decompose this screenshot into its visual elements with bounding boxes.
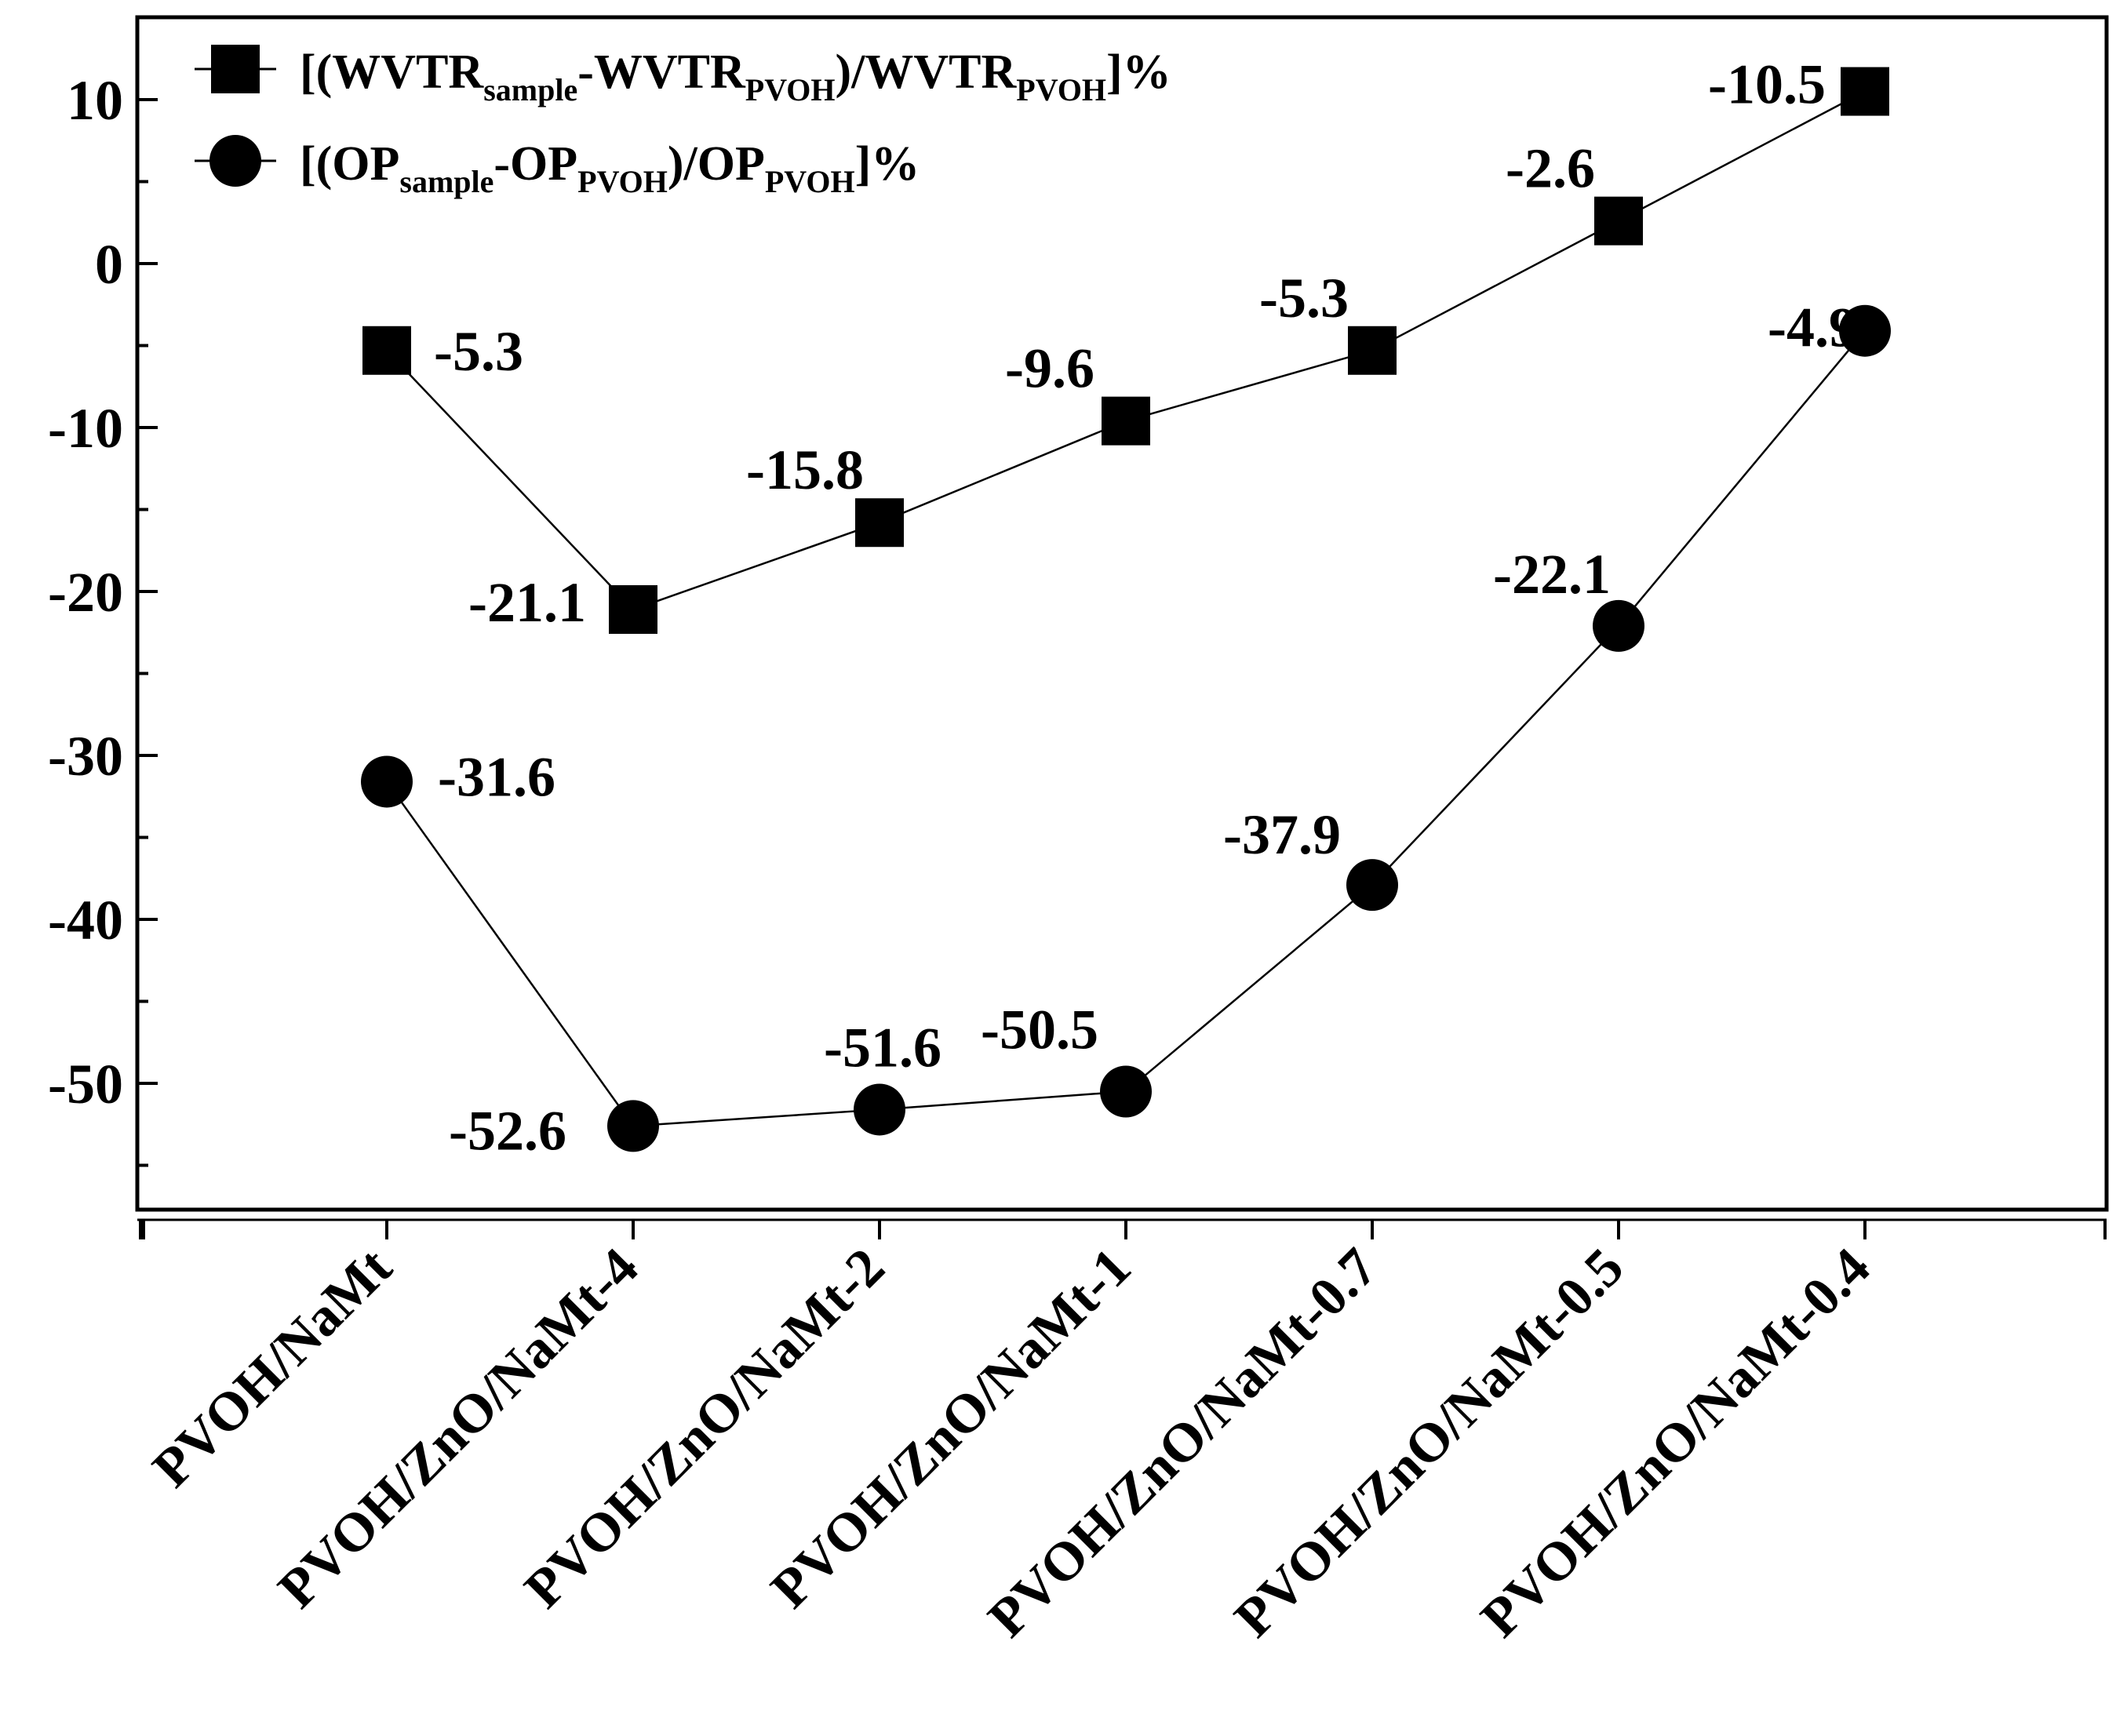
legend-square-marker bbox=[211, 45, 260, 93]
plot-frame bbox=[135, 15, 2109, 1212]
wvtr-square-marker bbox=[1594, 196, 1643, 246]
wvtr-square-marker bbox=[855, 498, 904, 548]
wvtr-data-label: -10.5 bbox=[1708, 53, 1826, 116]
y-tick-label: -40 bbox=[48, 889, 123, 952]
legend-wvtr-part-4: )/WVTR bbox=[836, 45, 1018, 99]
legend-op-part-2: -OP bbox=[493, 137, 577, 191]
op-circle-marker bbox=[1593, 599, 1644, 652]
series-layer: -5.3 -21.1 -15.8 -9.6 -5.3 -2.6 -10.5 -31.6 -52.… bbox=[361, 53, 1891, 1162]
wvtr-data-label: -21.1 bbox=[468, 571, 586, 634]
op-data-label: -22.1 bbox=[1493, 543, 1611, 606]
y-tick-label: -20 bbox=[48, 561, 123, 624]
y-tick-label: -50 bbox=[48, 1053, 123, 1115]
legend-wvtr-part-0: [(WVTR bbox=[300, 45, 484, 99]
legend-wvtr-sub-sample: sample bbox=[483, 72, 577, 107]
legend-wvtr-text: [(WVTRsample-WVTRPVOH)/WVTRPVOH]% bbox=[300, 45, 1171, 107]
legend-wvtr-part-6: ]% bbox=[1106, 45, 1171, 99]
legend-circle-marker bbox=[209, 135, 261, 187]
legend: [(WVTRsample-WVTRPVOH)/WVTRPVOH]% [(OPsa… bbox=[195, 45, 1171, 199]
wvtr-data-label: -15.8 bbox=[746, 439, 864, 501]
op-circle-marker bbox=[1346, 859, 1398, 912]
y-tick-label: 10 bbox=[67, 69, 123, 132]
legend-wvtr-sub-pvoh-2: PVOH bbox=[1016, 72, 1106, 107]
wvtr-square-marker bbox=[1102, 396, 1150, 446]
legend-op-sub-sample: sample bbox=[399, 164, 493, 199]
wvtr-square-marker bbox=[1348, 326, 1397, 375]
op-data-label: -51.6 bbox=[824, 1016, 941, 1079]
op-data-label: -31.6 bbox=[438, 745, 555, 808]
legend-op-sub-pvoh-1: PVOH bbox=[577, 164, 668, 199]
legend-wvtr-sub-pvoh-1: PVOH bbox=[745, 72, 836, 107]
op-circle-marker bbox=[854, 1083, 905, 1136]
y-axis: 10 0 -10 -20 -30 -40 -50 bbox=[48, 16, 158, 1167]
op-circle-marker bbox=[1100, 1065, 1152, 1118]
wvtr-data-label: -9.6 bbox=[1005, 337, 1094, 400]
x-axis: PVOH/NaMtPVOH/ZnO/NaMt-4PVOH/ZnO/NaMt-2P… bbox=[137, 1218, 2107, 1649]
wvtr-data-label: -5.3 bbox=[1259, 267, 1349, 329]
op-circle-marker bbox=[361, 755, 413, 808]
op-circle-marker bbox=[1839, 304, 1891, 357]
legend-op-sub-pvoh-2: PVOH bbox=[765, 164, 855, 199]
op-data-label: -37.9 bbox=[1223, 803, 1341, 866]
legend-op-part-0: [(OP bbox=[300, 137, 399, 191]
legend-op-text: [(OPsample-OPPVOH)/OPPVOH]% bbox=[300, 137, 920, 199]
x-category-label: PVOH/NaMt bbox=[141, 1237, 403, 1499]
wvtr-square-marker bbox=[1841, 67, 1889, 116]
wvtr-square-marker bbox=[609, 584, 657, 634]
wvtr-square-marker bbox=[362, 326, 411, 375]
legend-wvtr-part-2: -WVTR bbox=[577, 45, 746, 99]
op-circle-marker bbox=[607, 1100, 659, 1152]
op-data-label: -52.6 bbox=[449, 1099, 566, 1162]
op-data-label: -4.9 bbox=[1768, 297, 1857, 359]
legend-op-part-4: )/OP bbox=[668, 137, 765, 191]
legend-op-part-6: ]% bbox=[855, 137, 920, 191]
y-tick-label: -10 bbox=[48, 397, 123, 460]
wvtr-data-label: -2.6 bbox=[1506, 137, 1595, 200]
series-line-op bbox=[385, 329, 1866, 1127]
y-tick-label: 0 bbox=[95, 233, 123, 296]
op-data-label: -50.5 bbox=[981, 998, 1098, 1061]
wvtr-data-label: -5.3 bbox=[434, 320, 523, 383]
y-tick-label: -30 bbox=[48, 725, 123, 788]
